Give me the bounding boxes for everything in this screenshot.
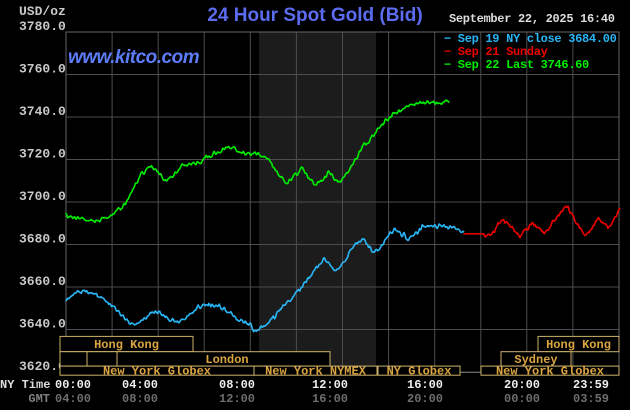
svg-text:3740.0: 3740.0: [19, 104, 66, 119]
svg-text:NY Globex: NY Globex: [387, 365, 452, 379]
svg-text:Hong Kong: Hong Kong: [546, 338, 611, 352]
svg-text:Hong Kong: Hong Kong: [94, 338, 159, 352]
svg-text:New York Globex: New York Globex: [103, 365, 211, 379]
svg-text:3760.0: 3760.0: [19, 62, 66, 77]
svg-text:3680.0: 3680.0: [19, 232, 66, 247]
svg-text:New York NYMEX: New York NYMEX: [265, 365, 367, 379]
svg-text:3660.0: 3660.0: [19, 274, 66, 289]
svg-text:3700.0: 3700.0: [19, 189, 66, 204]
svg-text:3620.0: 3620.0: [19, 359, 66, 374]
svg-text:London: London: [205, 353, 248, 367]
svg-text:New York Globex: New York Globex: [496, 365, 604, 379]
svg-text:3640.0: 3640.0: [19, 317, 66, 332]
svg-text:3720.0: 3720.0: [19, 147, 66, 162]
